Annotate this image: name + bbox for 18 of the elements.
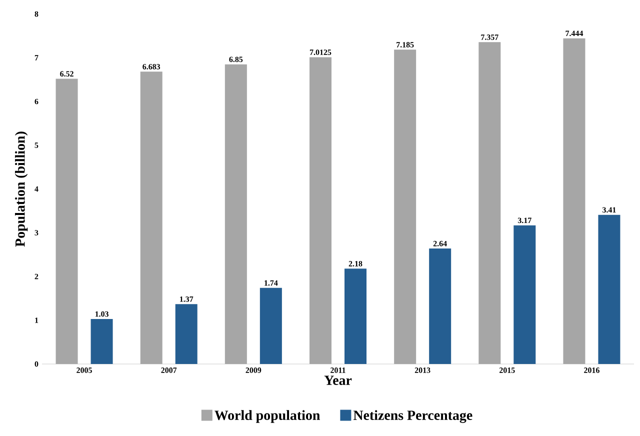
bar — [429, 248, 452, 364]
bar — [514, 225, 536, 364]
x-axis-title: Year — [324, 376, 352, 386]
bar — [598, 214, 620, 364]
legend-label: Netizens Percentage — [353, 410, 472, 423]
bar — [478, 42, 501, 364]
bar — [56, 78, 78, 364]
bar — [310, 57, 332, 364]
bar — [224, 64, 247, 364]
bar — [140, 72, 162, 364]
bar — [563, 38, 586, 364]
bar — [175, 304, 198, 364]
bar — [90, 318, 113, 364]
bar — [394, 50, 416, 364]
y-axis-title: Population (billion) — [15, 132, 28, 247]
bar — [344, 268, 367, 364]
legend-label: World population — [214, 410, 320, 423]
bar — [260, 288, 282, 364]
